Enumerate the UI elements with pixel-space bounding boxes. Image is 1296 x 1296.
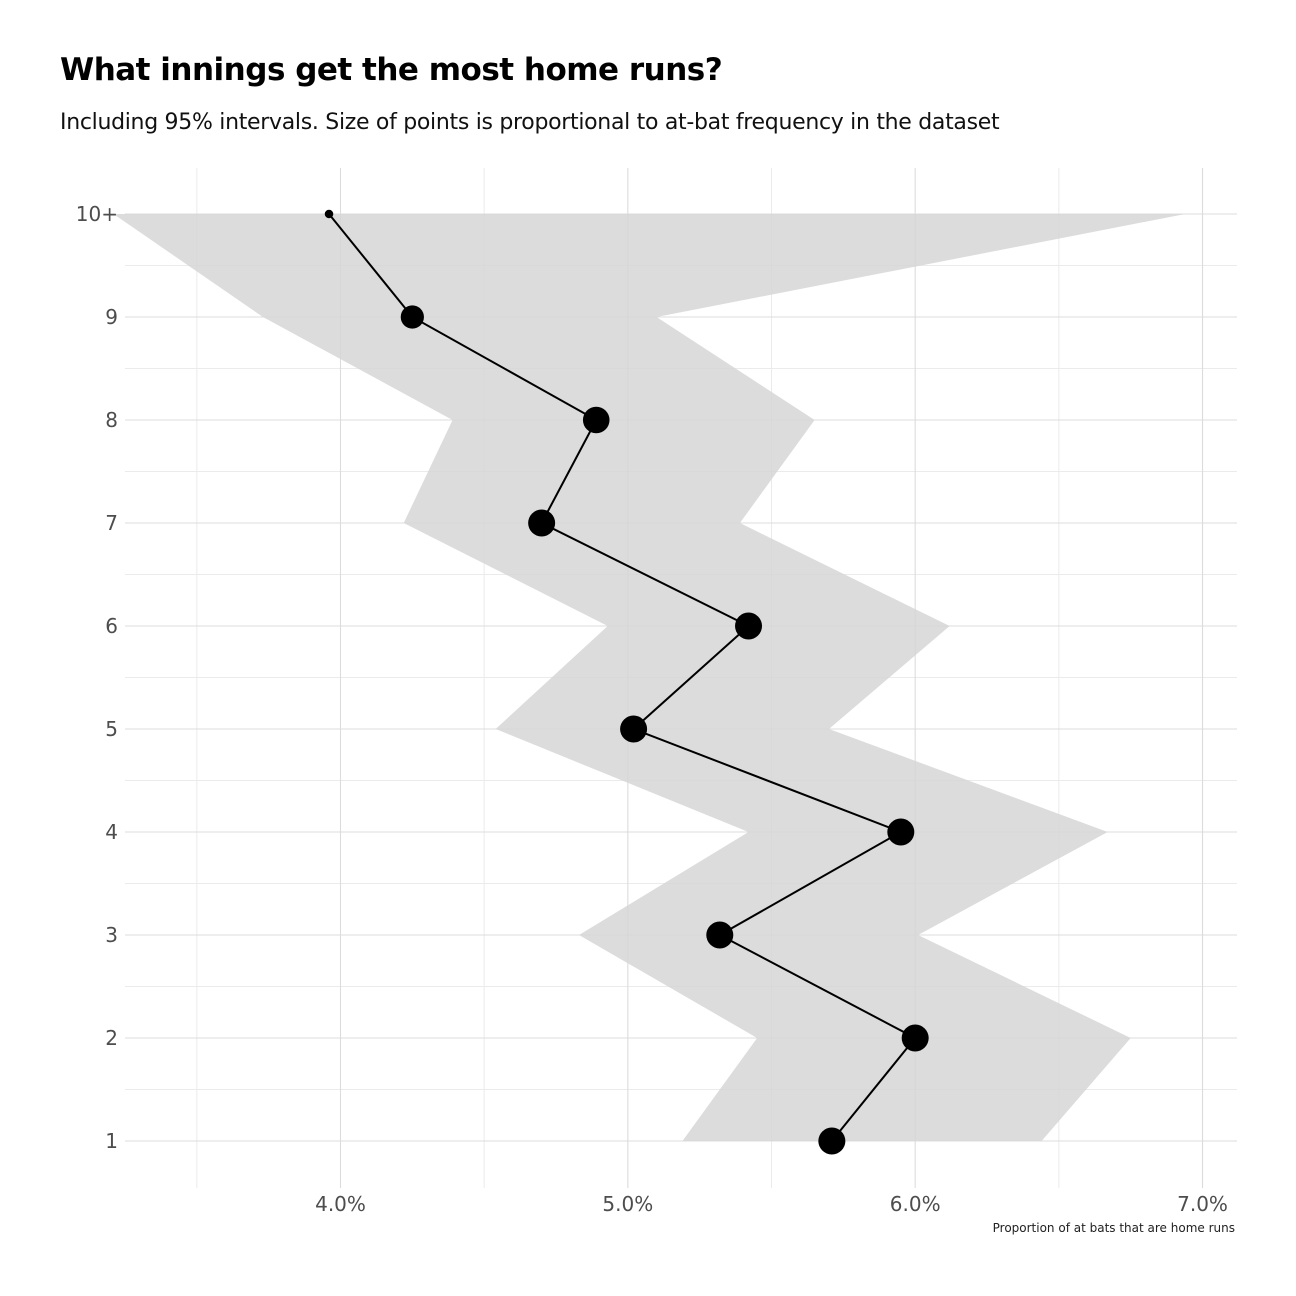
y-tick-label: 4	[105, 820, 118, 844]
y-tick-label: 1	[105, 1129, 118, 1153]
data-point	[901, 1024, 929, 1052]
data-point	[582, 406, 610, 434]
y-tick-label: 7	[105, 511, 118, 535]
data-point	[324, 209, 334, 219]
y-tick-label: 3	[105, 923, 118, 947]
series-line-layer	[328, 213, 917, 1142]
confidence-ribbon-layer	[113, 214, 1186, 1141]
data-point	[735, 612, 763, 640]
data-point	[706, 921, 734, 949]
data-point	[887, 818, 915, 846]
data-point	[818, 1127, 846, 1155]
y-tick-label: 6	[105, 614, 118, 638]
y-tick-label: 9	[105, 305, 118, 329]
series-line	[328, 213, 917, 1142]
y-tick-label: 10+	[76, 202, 118, 226]
data-point	[528, 509, 556, 537]
x-axis-label: Proportion of at bats that are home runs	[993, 1221, 1235, 1235]
y-tick-label: 2	[105, 1026, 118, 1050]
chart-subtitle: Including 95% intervals. Size of points …	[60, 110, 1000, 135]
x-tick-label: 5.0%	[602, 1192, 653, 1216]
confidence-ribbon	[113, 214, 1186, 1141]
y-tick-label: 8	[105, 408, 118, 432]
x-tick-label: 6.0%	[890, 1192, 941, 1216]
y-tick-labels: 1 2 3 4 5 6 7 8 9 10+	[76, 202, 118, 1153]
chart-title: What innings get the most home runs?	[60, 52, 723, 88]
series-points-layer	[324, 209, 929, 1155]
data-point	[400, 305, 424, 329]
data-point	[620, 715, 648, 743]
x-tick-label: 7.0%	[1177, 1192, 1228, 1216]
y-tick-label: 5	[105, 717, 118, 741]
x-tick-labels: 4.0% 5.0% 6.0% 7.0%	[315, 1192, 1228, 1216]
x-tick-label: 4.0%	[315, 1192, 366, 1216]
